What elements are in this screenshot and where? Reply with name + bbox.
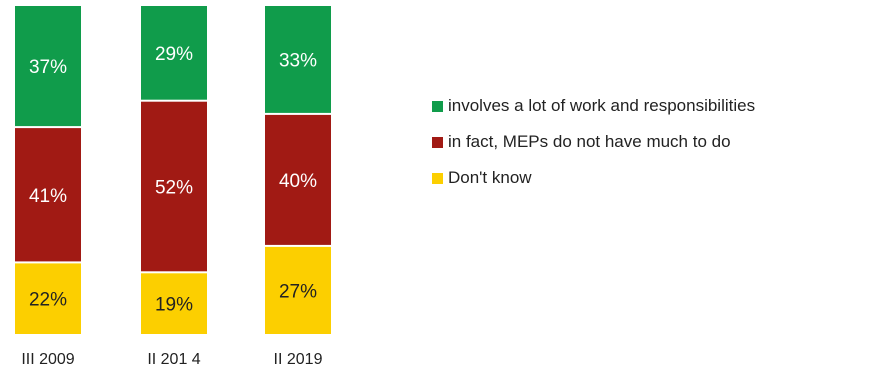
category-label-0: III 2009 (21, 351, 74, 368)
legend-label-work: involves a lot of work and responsibilit… (448, 96, 756, 115)
data-label-involves-a-lot-of-work-and-responsibilities-1: 29% (155, 44, 193, 65)
legend-item-not-much: in fact, MEPs do not have much to do (432, 132, 755, 152)
category-label-2: II 2019 (274, 351, 323, 368)
bar-segment-in-fact-meps-do-not-have-much-to-do-2 (265, 114, 331, 245)
legend: involves a lot of work and responsibilit… (432, 96, 755, 204)
bar-segment-involves-a-lot-of-work-and-responsibilities-0 (15, 6, 81, 127)
data-label-don-t-know-2: 27% (279, 281, 317, 302)
data-label-in-fact-meps-do-not-have-much-to-do-2: 40% (279, 171, 317, 192)
data-label-involves-a-lot-of-work-and-responsibilities-0: 37% (29, 57, 67, 78)
legend-item-work: involves a lot of work and responsibilit… (432, 96, 755, 116)
data-label-involves-a-lot-of-work-and-responsibilities-2: 33% (279, 50, 317, 71)
data-label-don-t-know-1: 19% (155, 295, 193, 316)
bar-segment-don-t-know-2 (265, 246, 331, 334)
bar-segment-in-fact-meps-do-not-have-much-to-do-0 (15, 128, 81, 262)
bar-segment-involves-a-lot-of-work-and-responsibilities-2 (265, 6, 331, 113)
legend-swatch-work (432, 100, 443, 112)
legend-swatch-dont-know (432, 172, 443, 184)
bar-segment-involves-a-lot-of-work-and-responsibilities-1 (141, 6, 207, 100)
legend-item-dont-know: Don't know (432, 168, 755, 188)
bar-segment-don-t-know-1 (141, 273, 207, 334)
bar-segment-in-fact-meps-do-not-have-much-to-do-1 (141, 101, 207, 272)
data-label-in-fact-meps-do-not-have-much-to-do-0: 41% (29, 186, 67, 207)
legend-label-dont-know: Don't know (448, 168, 532, 187)
bar-segment-don-t-know-0 (15, 263, 81, 334)
legend-label-not-much: in fact, MEPs do not have much to do (448, 132, 731, 151)
data-label-don-t-know-0: 22% (29, 290, 67, 311)
data-label-in-fact-meps-do-not-have-much-to-do-1: 52% (155, 178, 193, 199)
category-label-1: II 201 4 (147, 351, 200, 368)
legend-swatch-not-much (432, 136, 443, 148)
